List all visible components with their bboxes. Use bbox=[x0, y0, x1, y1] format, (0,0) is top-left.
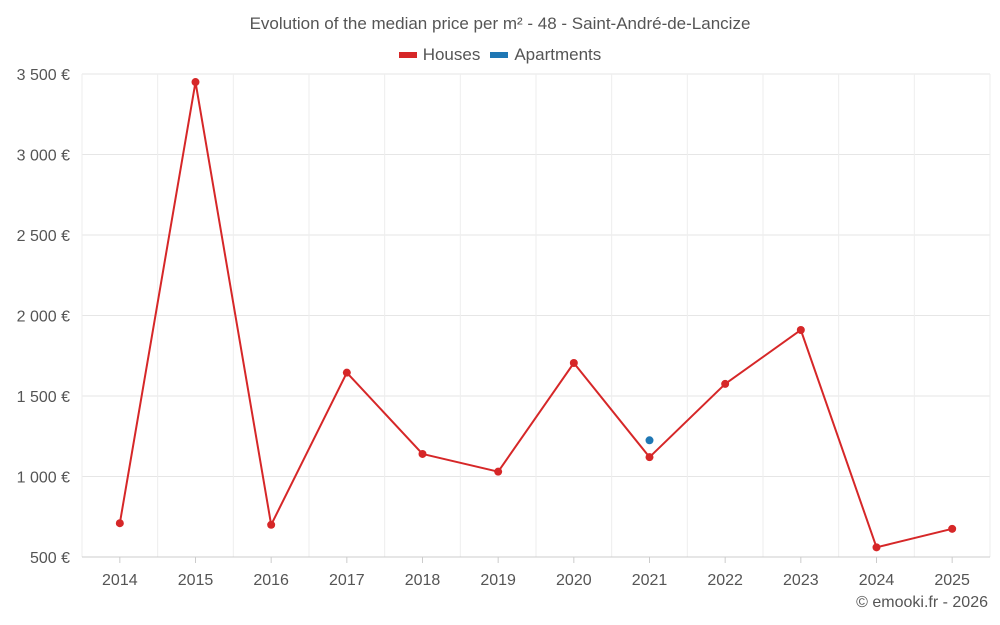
data-point-houses bbox=[418, 449, 427, 458]
legend-label-houses: Houses bbox=[422, 45, 481, 64]
x-tick-label: 2016 bbox=[253, 572, 289, 589]
legend-swatch-apartments bbox=[490, 52, 509, 58]
data-point-houses bbox=[948, 524, 957, 533]
x-tick-label: 2014 bbox=[102, 572, 138, 589]
y-tick-label: 3 500 € bbox=[17, 67, 70, 84]
chart-title: Evolution of the median price per m² - 4… bbox=[249, 14, 751, 33]
x-tick-label: 2020 bbox=[556, 572, 592, 589]
x-tick-label: 2017 bbox=[329, 572, 365, 589]
data-point-houses bbox=[796, 325, 805, 334]
data-point-houses bbox=[721, 379, 730, 388]
data-point-houses bbox=[872, 543, 881, 552]
credit-text: © emooki.fr - 2026 bbox=[856, 594, 988, 611]
data-point-houses bbox=[342, 368, 351, 377]
y-tick-label: 2 500 € bbox=[17, 228, 70, 245]
legend: Houses Apartments bbox=[0, 45, 1000, 65]
data-point-houses bbox=[569, 358, 578, 367]
x-tick-label: 2019 bbox=[480, 572, 516, 589]
data-point-houses bbox=[494, 467, 503, 476]
data-point-houses bbox=[645, 453, 654, 462]
series-line-houses bbox=[118, 81, 953, 549]
x-tick-label: 2018 bbox=[405, 572, 441, 589]
data-point-houses bbox=[115, 519, 124, 528]
legend-item-houses[interactable]: Houses bbox=[398, 45, 481, 65]
x-tick-label: 2025 bbox=[934, 572, 970, 589]
y-tick-label: 500 € bbox=[30, 550, 70, 567]
data-point-houses bbox=[191, 78, 200, 87]
x-tick-label: 2022 bbox=[707, 572, 743, 589]
legend-label-apartments: Apartments bbox=[514, 45, 602, 64]
x-tick-label: 2024 bbox=[859, 572, 895, 589]
x-tick-label: 2021 bbox=[632, 572, 668, 589]
x-tick-label: 2023 bbox=[783, 572, 819, 589]
legend-swatch-houses bbox=[398, 52, 417, 58]
x-tick-label: 2015 bbox=[178, 572, 214, 589]
legend-item-apartments[interactable]: Apartments bbox=[490, 45, 601, 65]
y-tick-label: 2 000 € bbox=[17, 309, 70, 326]
y-tick-label: 1 000 € bbox=[17, 470, 70, 487]
data-point-apartments bbox=[645, 436, 654, 445]
data-point-houses bbox=[267, 520, 276, 529]
y-tick-label: 3 000 € bbox=[17, 148, 70, 165]
y-tick-label: 1 500 € bbox=[17, 389, 70, 406]
